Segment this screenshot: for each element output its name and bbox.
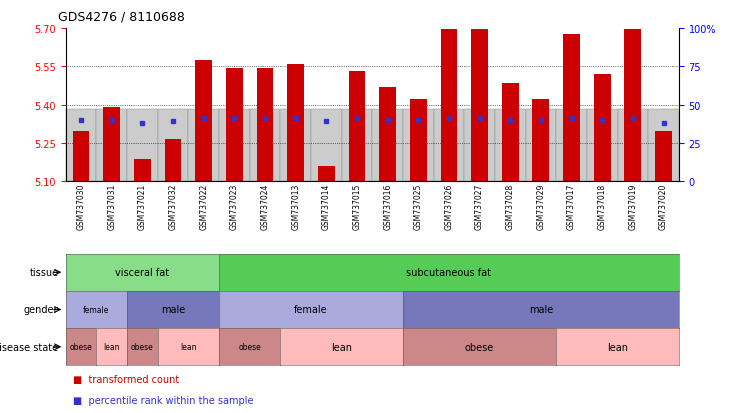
Text: ■  transformed count: ■ transformed count <box>73 374 180 384</box>
Bar <box>495 109 526 182</box>
Bar <box>464 109 495 182</box>
Text: gender: gender <box>24 305 58 315</box>
Bar <box>127 109 158 182</box>
Text: disease state: disease state <box>0 342 58 352</box>
Bar <box>648 109 679 182</box>
Bar <box>624 30 642 182</box>
Text: lean: lean <box>607 342 628 352</box>
Text: male: male <box>529 305 553 315</box>
Bar <box>403 109 434 182</box>
Bar <box>471 30 488 182</box>
Bar <box>342 109 372 182</box>
Bar <box>96 109 127 182</box>
Text: obese: obese <box>238 342 261 351</box>
Bar <box>188 109 219 182</box>
Bar <box>318 166 335 182</box>
Text: female: female <box>83 305 110 314</box>
Text: GDS4276 / 8110688: GDS4276 / 8110688 <box>58 10 185 23</box>
Bar <box>556 109 587 182</box>
Text: ■  percentile rank within the sample: ■ percentile rank within the sample <box>73 396 253 406</box>
Bar <box>502 84 519 182</box>
Text: lean: lean <box>104 342 120 351</box>
Bar <box>434 109 464 182</box>
Bar <box>618 109 648 182</box>
Text: tissue: tissue <box>29 268 58 278</box>
Bar <box>440 30 458 182</box>
Text: obese: obese <box>69 342 93 351</box>
Bar <box>372 109 403 182</box>
Bar <box>66 109 96 182</box>
Bar <box>526 109 556 182</box>
Bar <box>195 61 212 182</box>
Text: lean: lean <box>331 342 352 352</box>
Text: male: male <box>161 305 185 315</box>
Text: obese: obese <box>465 342 494 352</box>
Bar <box>655 132 672 182</box>
Bar <box>532 100 550 182</box>
Bar <box>410 100 427 182</box>
Bar <box>226 69 243 182</box>
Bar <box>379 88 396 182</box>
Bar <box>72 132 90 182</box>
Bar <box>134 160 151 182</box>
Bar <box>256 69 274 182</box>
Bar <box>280 109 311 182</box>
Bar <box>158 109 188 182</box>
Text: lean: lean <box>180 342 196 351</box>
Text: obese: obese <box>131 342 154 351</box>
Bar <box>311 109 342 182</box>
Bar <box>103 108 120 182</box>
Bar <box>348 72 366 182</box>
Bar <box>164 140 182 182</box>
Text: visceral fat: visceral fat <box>115 268 169 278</box>
Text: female: female <box>294 305 328 315</box>
Text: subcutaneous fat: subcutaneous fat <box>407 268 491 278</box>
Bar <box>219 109 250 182</box>
Bar <box>250 109 280 182</box>
Bar <box>563 35 580 182</box>
Bar <box>287 64 304 182</box>
Bar <box>587 109 618 182</box>
Bar <box>593 75 611 182</box>
